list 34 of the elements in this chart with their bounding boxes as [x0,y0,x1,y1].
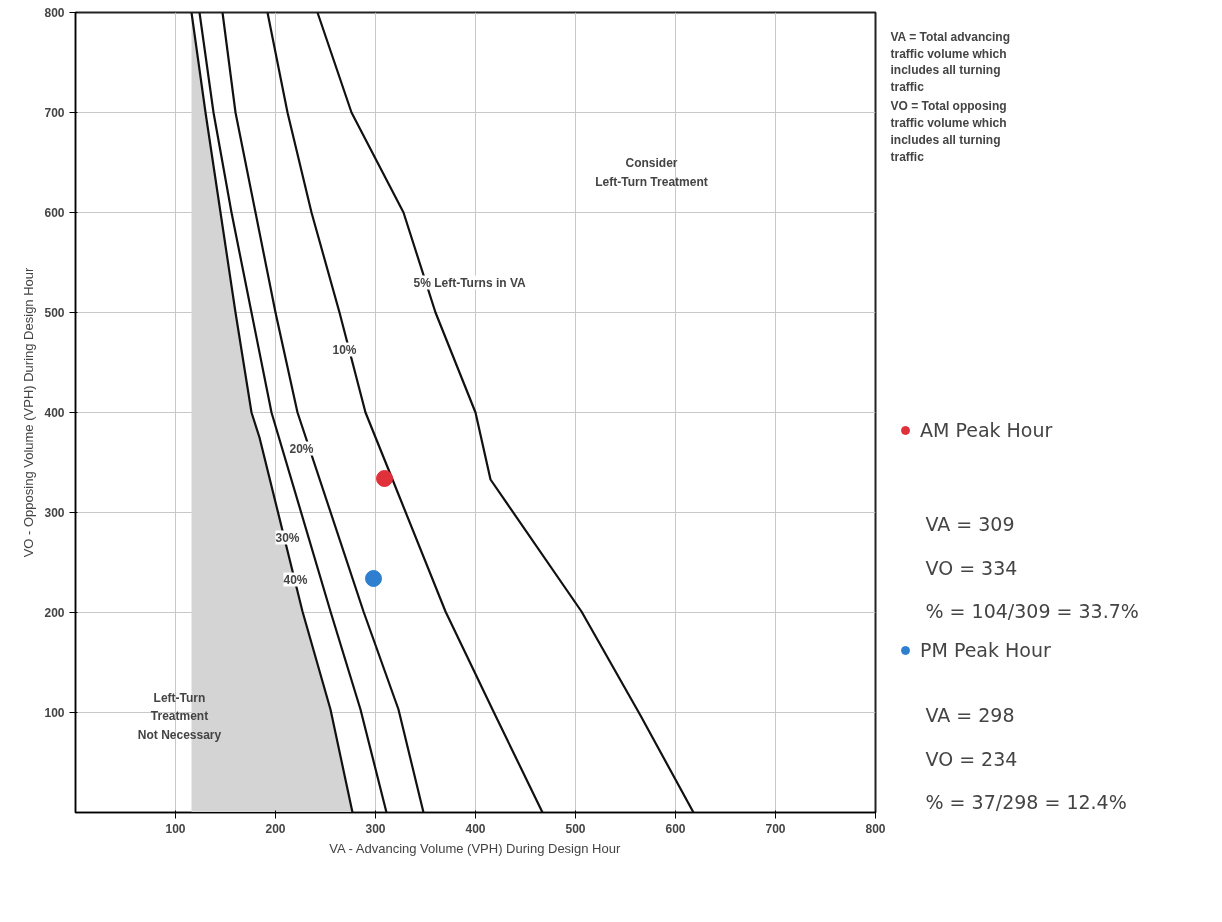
text: VA = 298 [925,704,1015,727]
annotation: 20% [289,441,314,456]
y-tick-label: 600 [44,206,65,220]
x-tick-label: 200 [265,821,286,836]
y-tick-label: 300 [44,506,65,520]
legend-label: AM Peak Hour [920,419,1053,441]
text: VO = 234 [925,747,1018,770]
x-tick-label: 300 [365,821,386,836]
x-axis-title: VA - Advancing Volume (VPH) During Design Hour [329,840,621,856]
legend-label: PM Peak Hour [920,639,1051,661]
x-tick-label: 100 [165,821,186,836]
y-tick-label: 200 [44,606,65,620]
annotation: 30% [275,530,300,545]
x-tick-label: 600 [665,821,686,836]
text: % = 104/309 = 33.7% [925,600,1139,623]
text: % = 37/298 = 12.4% [925,791,1127,814]
text: VA = 309 [925,513,1015,536]
y-tick-label: 700 [44,106,65,120]
text: VA = Total advancing traffic volume which includes all turning traffic [890,29,1010,95]
y-tick-label: 100 [44,706,65,720]
annotation: 5% Left-Turns in VA [413,275,527,290]
x-tick-label: 800 [865,821,886,836]
text: VO = Total opposing traffic volume which includes all turning traffic [890,99,1007,164]
x-tick-label: 700 [765,821,786,836]
annotation: Consider Left-Turn Treatment [595,156,708,189]
y-tick-label: 800 [44,6,65,20]
y-tick-label: 400 [44,406,65,420]
x-tick-label: 500 [565,821,586,836]
annotation: 40% [283,572,308,587]
y-axis-title: VO - Opposing Volume (VPH) During Design Hour [21,266,37,558]
x-tick-label: 400 [465,821,486,836]
annotation: Left-Turn Treatment Not Necessary [137,691,222,742]
y-tick-label: 500 [44,306,65,320]
text: VO = 334 [925,556,1018,579]
